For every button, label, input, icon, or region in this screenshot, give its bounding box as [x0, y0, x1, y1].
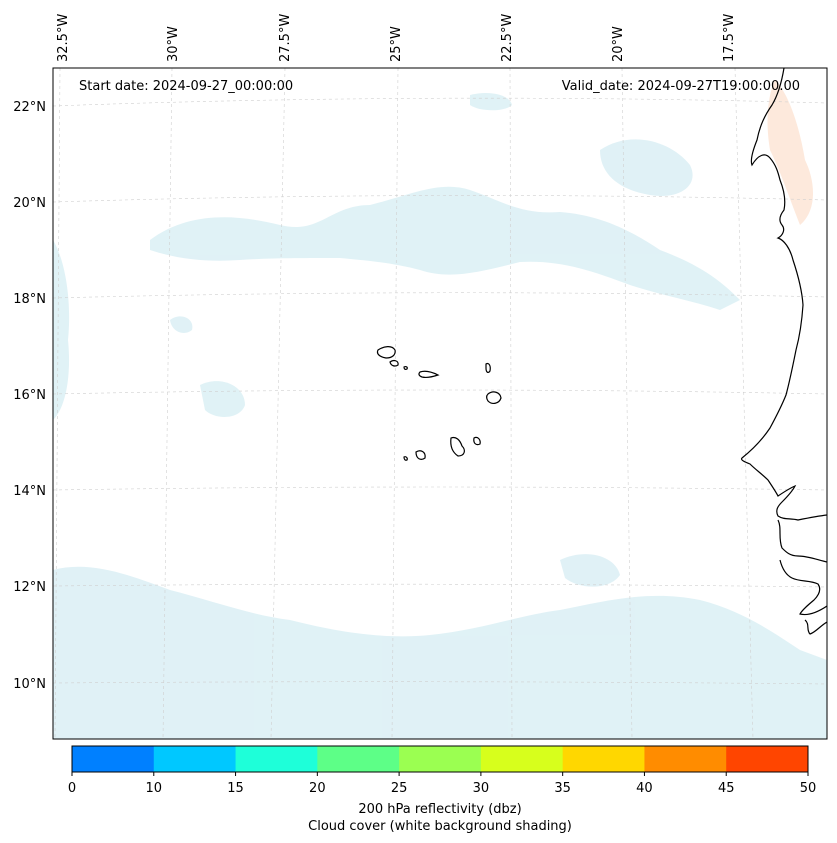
lat-label-22n: 22°N	[13, 100, 46, 115]
west-africa-coast	[740, 68, 827, 635]
lon-label-30w: 30°W	[166, 26, 181, 62]
colorbar-frame	[71, 745, 809, 773]
cloud-patch-small	[455, 648, 469, 662]
colorbar-segment	[235, 746, 318, 772]
lat-label-20n: 20°N	[13, 196, 46, 211]
colorbar-segment	[72, 746, 155, 772]
lat-label-16n: 16°N	[13, 388, 46, 403]
island-brava	[403, 456, 408, 461]
cape-verde-islands	[376, 346, 502, 461]
colorbar-ticks: 0 10 15 20 25 30 35 40 45 50	[68, 772, 816, 796]
colorbar-label: 200 hPa reflectivity (dbz)	[358, 802, 521, 817]
cloud-west-edge	[53, 240, 70, 420]
coastline	[740, 68, 827, 635]
colorbar-segment	[644, 746, 727, 772]
lon-label-22-5w: 22.5°W	[500, 14, 515, 62]
warm-patch-coast	[767, 80, 814, 225]
colorbar-tick-label: 30	[473, 781, 490, 796]
cloud-patch-center-west	[200, 381, 245, 417]
island-maio	[473, 436, 481, 446]
colorbar-segment	[317, 746, 400, 772]
longitude-labels: 32.5°W 30°W 27.5°W 25°W 22.5°W 20°W 17.5…	[56, 14, 737, 62]
island-sal	[485, 362, 491, 374]
cloud-patch-small-2	[170, 316, 193, 333]
cloud-south-west	[53, 620, 140, 725]
warm-shading	[767, 80, 814, 225]
start-date-label: Start date: 2024-09-27_00:00:00	[79, 79, 293, 94]
colorbar-tick-label: 10	[146, 781, 163, 796]
cloud-south-band	[53, 566, 827, 739]
colorbar-segment	[480, 746, 564, 772]
colorbar-tick-label: 35	[554, 781, 571, 796]
colorbar-tick-label: 0	[68, 781, 76, 796]
lon-label-32-5w: 32.5°W	[56, 14, 71, 62]
colorbar-segment	[399, 746, 482, 772]
colorbar-segment	[153, 746, 237, 772]
colorbar-tick-label: 40	[636, 781, 653, 796]
cloud-band-north	[150, 186, 740, 310]
cloud-shading	[53, 93, 827, 739]
colorbar-segments	[72, 746, 809, 772]
colorbar-segment	[726, 746, 809, 772]
lon-label-17-5w: 17.5°W	[722, 14, 737, 62]
lon-label-27-5w: 27.5°W	[278, 14, 293, 62]
island-santa-luzia	[403, 366, 408, 370]
colorbar-segment	[562, 746, 645, 772]
colorbar-tick-label: 50	[800, 781, 817, 796]
island-boa-vista	[485, 391, 502, 404]
cloud-patch-mid-east	[560, 554, 620, 587]
graticule	[53, 68, 827, 739]
cloud-patch-top	[470, 93, 512, 111]
island-santiago	[450, 436, 465, 457]
valid-date-label: Valid_date: 2024-09-27T19:00:00.00	[562, 79, 800, 94]
lat-label-14n: 14°N	[13, 484, 46, 499]
island-sao-nicolau	[418, 370, 440, 378]
colorbar-tick-label: 25	[391, 781, 408, 796]
map-frame	[52, 67, 828, 740]
colorbar: 0 10 15 20 25 30 35 40 45 50 200 hPa reflectivity…	[68, 745, 816, 834]
lon-label-25w: 25°W	[389, 26, 404, 62]
island-santo-antao	[376, 346, 396, 359]
colorbar-tick-label: 15	[227, 781, 244, 796]
lon-label-20w: 20°W	[611, 26, 626, 62]
island-sao-vicente	[389, 359, 399, 367]
colorbar-sublabel: Cloud cover (white background shading)	[308, 819, 572, 834]
island-fogo	[415, 450, 426, 460]
latitude-labels: 22°N 20°N 18°N 16°N 14°N 12°N 10°N	[13, 100, 46, 692]
colorbar-tick-label: 45	[718, 781, 735, 796]
lat-label-12n: 12°N	[13, 580, 46, 595]
lat-label-18n: 18°N	[13, 292, 46, 307]
lat-label-10n: 10°N	[13, 677, 46, 692]
colorbar-tick-label: 20	[309, 781, 326, 796]
